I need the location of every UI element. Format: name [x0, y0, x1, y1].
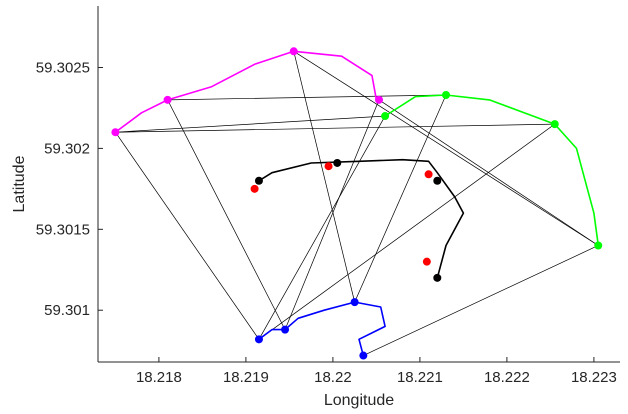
- connection-line: [167, 94, 447, 101]
- y-tick-label: 59.3015: [36, 221, 90, 238]
- connection-line: [378, 99, 599, 246]
- connection-line: [115, 115, 386, 133]
- red-point: [424, 170, 433, 179]
- red-point: [422, 257, 431, 266]
- connection-line: [115, 132, 260, 340]
- blue-point: [359, 351, 368, 360]
- green-point: [442, 91, 450, 99]
- axes: [97, 6, 620, 363]
- connection-line: [293, 51, 599, 246]
- blue-point: [254, 335, 263, 344]
- connection-line: [258, 115, 386, 340]
- x-axis-ticks: 18.218 18.219 18.22 18.221 18.222 18.223: [136, 357, 617, 386]
- y-tick-label: 59.302: [44, 140, 90, 157]
- magenta-point: [111, 128, 120, 137]
- green-point: [594, 241, 603, 250]
- y-tick-label: 59.3025: [36, 59, 90, 76]
- magenta-point: [289, 47, 298, 56]
- green-point: [381, 112, 390, 121]
- red-point: [250, 184, 259, 193]
- magenta-trajectory: [114, 50, 378, 133]
- x-tick-label: 18.219: [223, 369, 269, 386]
- magenta-point: [163, 95, 172, 104]
- x-tick-label: 18.223: [571, 369, 617, 386]
- connection-line: [284, 99, 380, 330]
- connection-line: [167, 99, 286, 330]
- x-tick-label: 18.222: [484, 369, 530, 386]
- black-point: [433, 176, 442, 185]
- blue-trajectory: [258, 301, 386, 356]
- connection-lines: [115, 51, 599, 356]
- red-point: [324, 162, 333, 171]
- connection-line: [115, 123, 555, 133]
- x-tick-label: 18.221: [397, 369, 443, 386]
- connection-line: [363, 245, 599, 356]
- x-axis-label: Longitude: [324, 392, 394, 409]
- magenta-point: [375, 95, 384, 104]
- connection-line: [354, 94, 447, 303]
- black-point: [333, 158, 342, 167]
- trajectory-paths: [114, 50, 600, 356]
- black-point: [433, 273, 442, 282]
- connection-line: [258, 123, 555, 340]
- y-tick-label: 59.301: [44, 302, 90, 319]
- black-trajectory: [258, 158, 465, 279]
- y-axis-ticks: 59.301 59.3015 59.302 59.3025: [36, 59, 103, 319]
- blue-point: [281, 325, 290, 334]
- green-point: [550, 120, 559, 129]
- blue-point: [350, 298, 359, 307]
- x-tick-label: 18.218: [136, 369, 182, 386]
- connection-line: [293, 51, 355, 303]
- black-point: [254, 176, 263, 185]
- data-points: [111, 47, 603, 360]
- y-axis-label: Latitude: [11, 155, 28, 212]
- x-tick-label: 18.22: [314, 369, 352, 386]
